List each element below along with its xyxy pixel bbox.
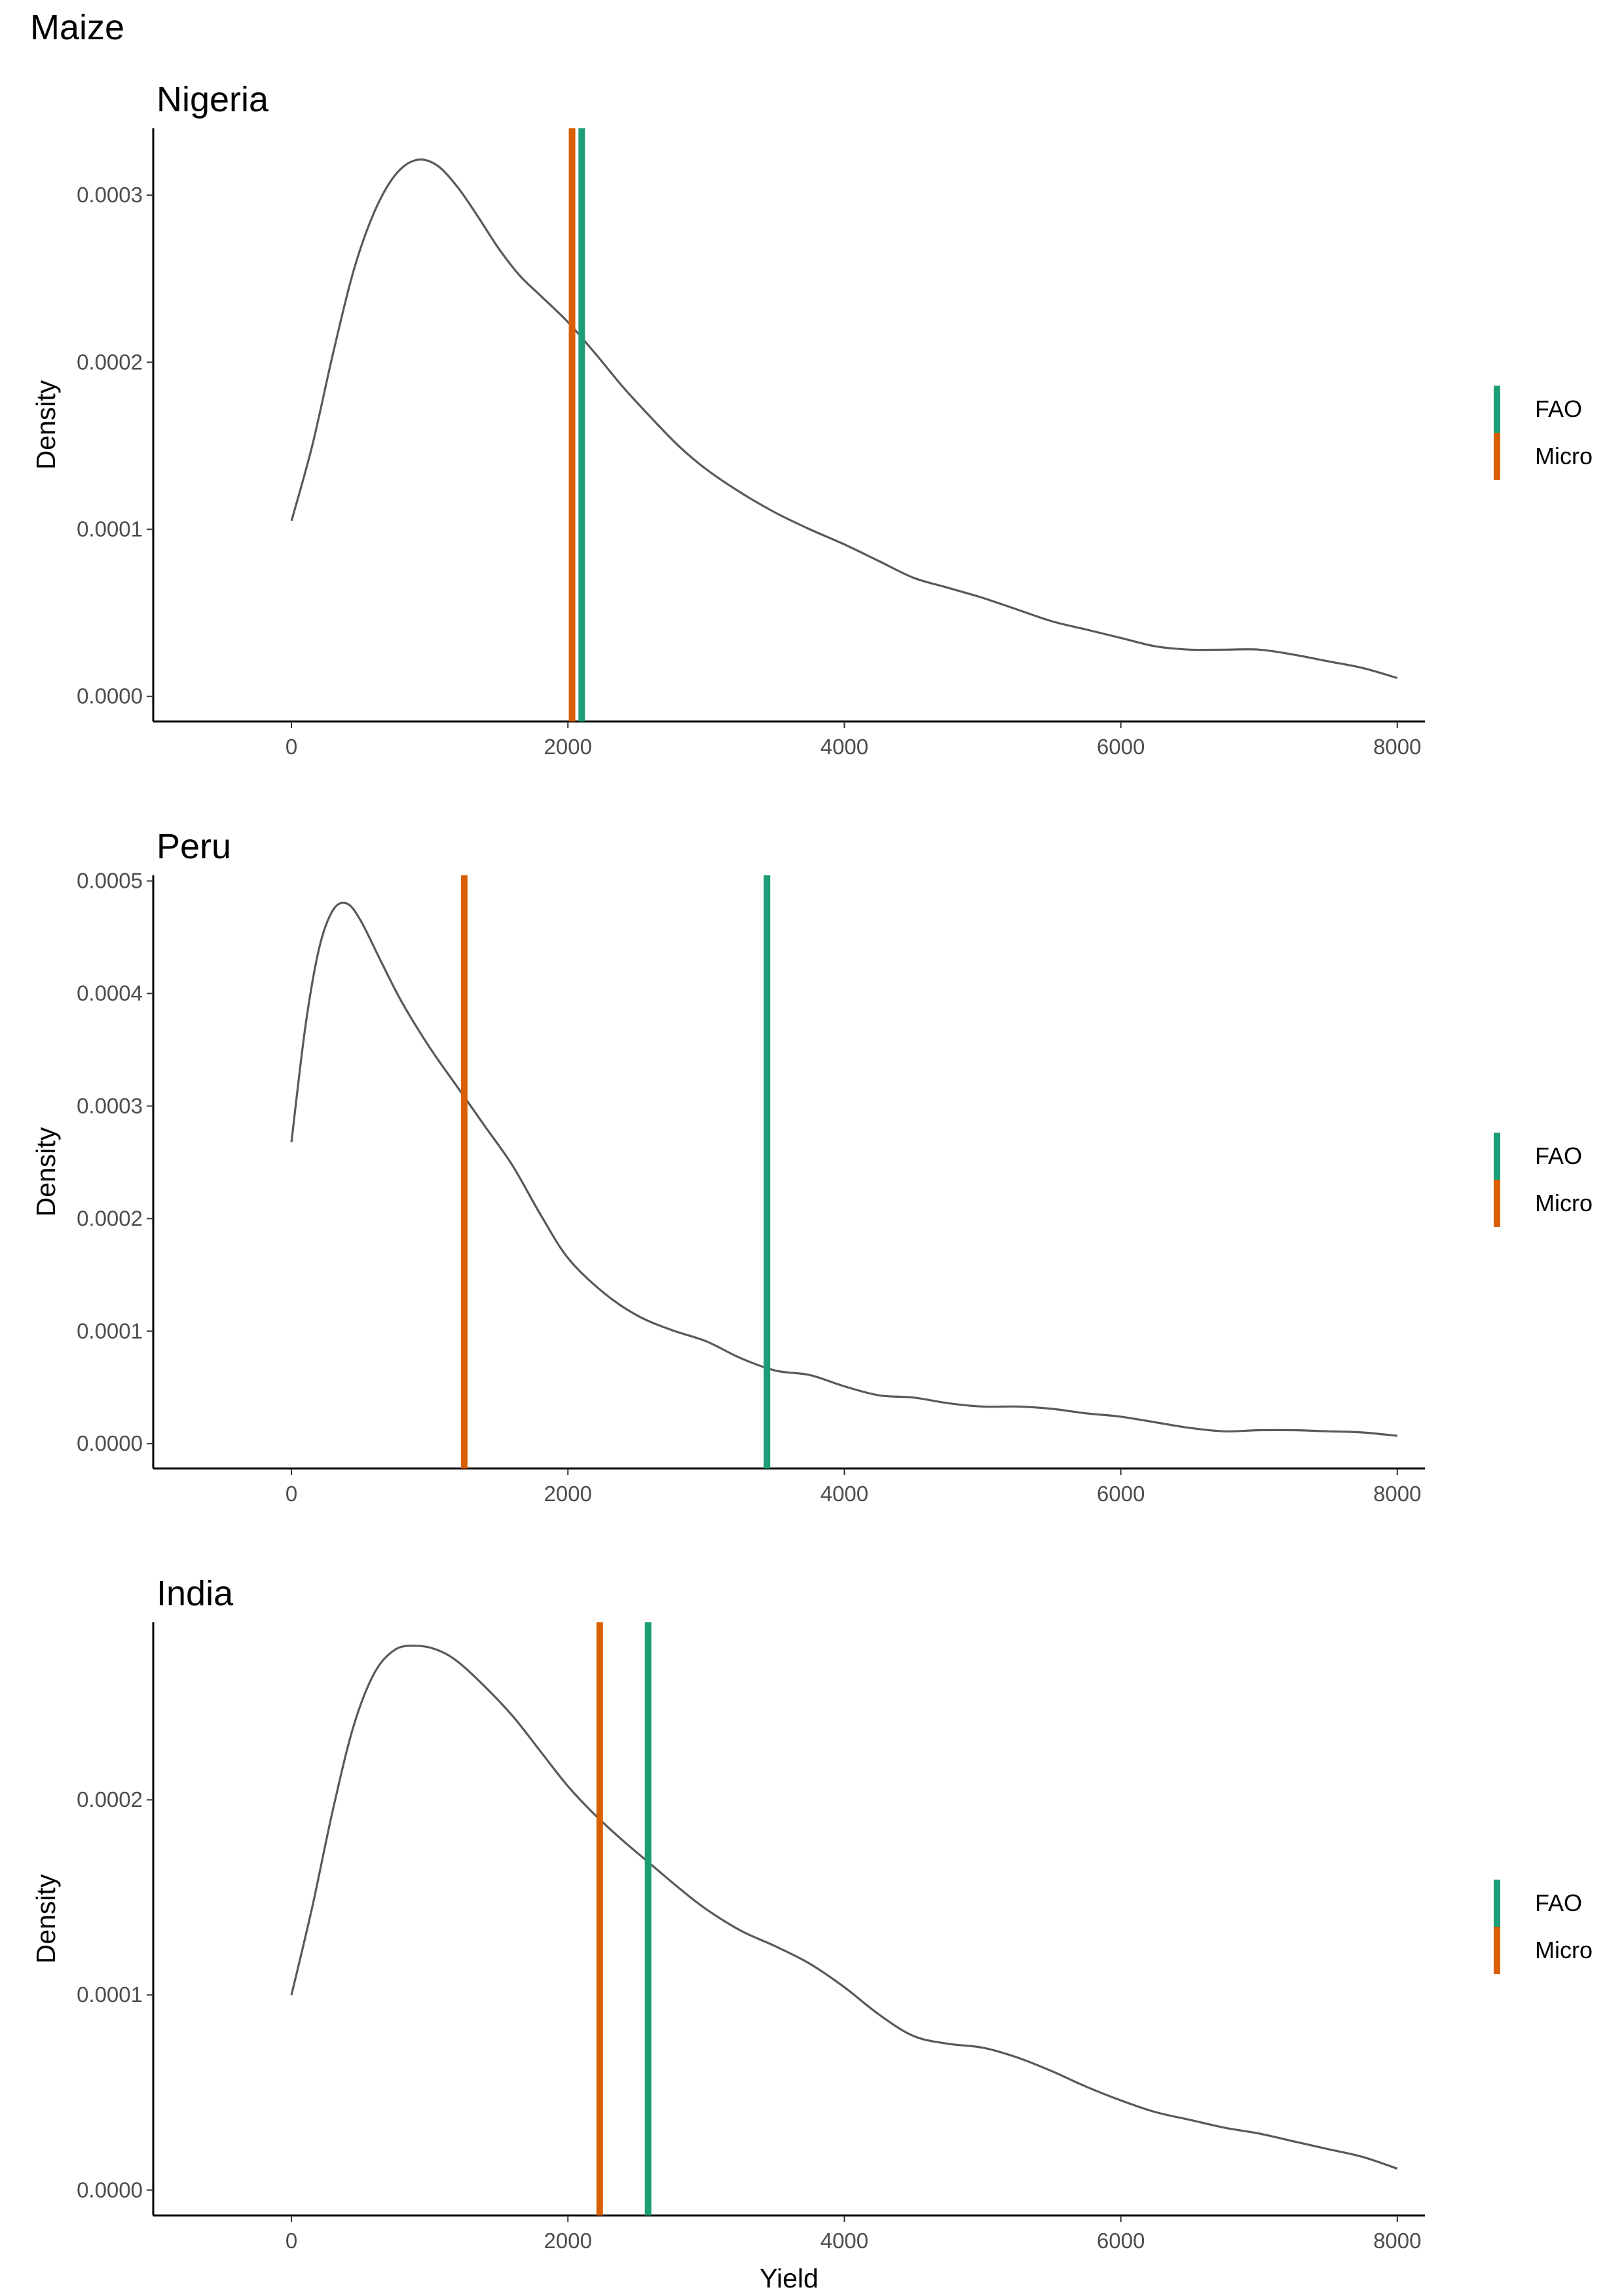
panel-india: India 0.0000 0.0001 0.0002 0 2000 4000 6000 8000… xyxy=(31,1574,1593,2293)
x-tick-label: 6000 xyxy=(1097,1482,1145,1506)
legend-label-fao: FAO xyxy=(1535,1142,1582,1169)
panel-nigeria: Nigeria 0.0000 0.0001 0.0002 0.0003 0 2000 4000… xyxy=(31,80,1593,759)
x-tick-label: 0 xyxy=(286,2229,297,2253)
density-curve-peru xyxy=(290,902,1397,1437)
y-tick-label: 0.0004 xyxy=(77,981,143,1006)
density-curve-nigeria xyxy=(290,158,1398,680)
y-tick-label: 0.0002 xyxy=(77,350,143,374)
legend-nigeria: FAO Micro xyxy=(1494,386,1593,480)
y-tick-label: 0.0005 xyxy=(77,869,143,893)
legend-india: FAO Micro xyxy=(1494,1880,1593,1974)
density-curve-india xyxy=(290,1645,1398,2170)
x-tick-label: 0 xyxy=(286,735,297,759)
x-tick-label: 8000 xyxy=(1373,2229,1421,2253)
panel-title-nigeria: Nigeria xyxy=(157,80,269,119)
x-tick-label: 2000 xyxy=(544,735,592,759)
legend-peru: FAO Micro xyxy=(1494,1133,1593,1227)
panel-title-peru: Peru xyxy=(157,827,231,866)
legend-key-micro xyxy=(1494,433,1500,480)
x-tick-label: 4000 xyxy=(821,2229,868,2253)
x-axis-label: Yield xyxy=(760,2263,819,2293)
x-tick-label: 6000 xyxy=(1097,2229,1145,2253)
legend-key-fao xyxy=(1494,1880,1500,1927)
panel-peru: Peru 0.0000 0.0001 0.0002 0.0003 0.0004 0.0005… xyxy=(31,827,1593,1506)
y-tick-label: 0.0001 xyxy=(77,517,143,541)
y-tick-label: 0.0000 xyxy=(77,684,143,708)
legend-label-fao: FAO xyxy=(1535,1889,1582,1916)
y-tick-label: 0.0001 xyxy=(77,1982,143,2007)
x-tick-label: 4000 xyxy=(821,1482,868,1506)
y-tick-label: 0.0000 xyxy=(77,1431,143,1455)
y-tick-label: 0.0002 xyxy=(77,1206,143,1230)
legend-label-micro: Micro xyxy=(1535,1190,1593,1216)
y-tick-label: 0.0003 xyxy=(77,1093,143,1118)
y-axis-label: Density xyxy=(31,380,61,469)
y-tick-label: 0.0001 xyxy=(77,1319,143,1343)
y-tick-label: 0.0000 xyxy=(77,2178,143,2202)
x-tick-label: 6000 xyxy=(1097,735,1145,759)
y-axis-label: Density xyxy=(31,1874,61,1963)
x-tick-label: 2000 xyxy=(544,2229,592,2253)
panel-title-india: India xyxy=(157,1574,234,1613)
legend-key-fao xyxy=(1494,1133,1500,1180)
x-tick-label: 0 xyxy=(286,1482,297,1506)
y-tick-label: 0.0003 xyxy=(77,183,143,207)
x-tick-label: 4000 xyxy=(821,735,868,759)
legend-label-micro: Micro xyxy=(1535,443,1593,469)
legend-label-fao: FAO xyxy=(1535,395,1582,422)
legend-key-micro xyxy=(1494,1180,1500,1227)
figure-title: Maize xyxy=(30,8,124,47)
legend-key-micro xyxy=(1494,1927,1500,1974)
legend-key-fao xyxy=(1494,386,1500,433)
x-tick-label: 8000 xyxy=(1373,735,1421,759)
y-axis-label: Density xyxy=(31,1127,61,1216)
legend-label-micro: Micro xyxy=(1535,1937,1593,1963)
x-tick-label: 8000 xyxy=(1373,1482,1421,1506)
x-tick-label: 2000 xyxy=(544,1482,592,1506)
panels: Nigeria 0.0000 0.0001 0.0002 0.0003 0 2000 4000… xyxy=(31,80,1593,2293)
y-tick-label: 0.0002 xyxy=(77,1787,143,1812)
